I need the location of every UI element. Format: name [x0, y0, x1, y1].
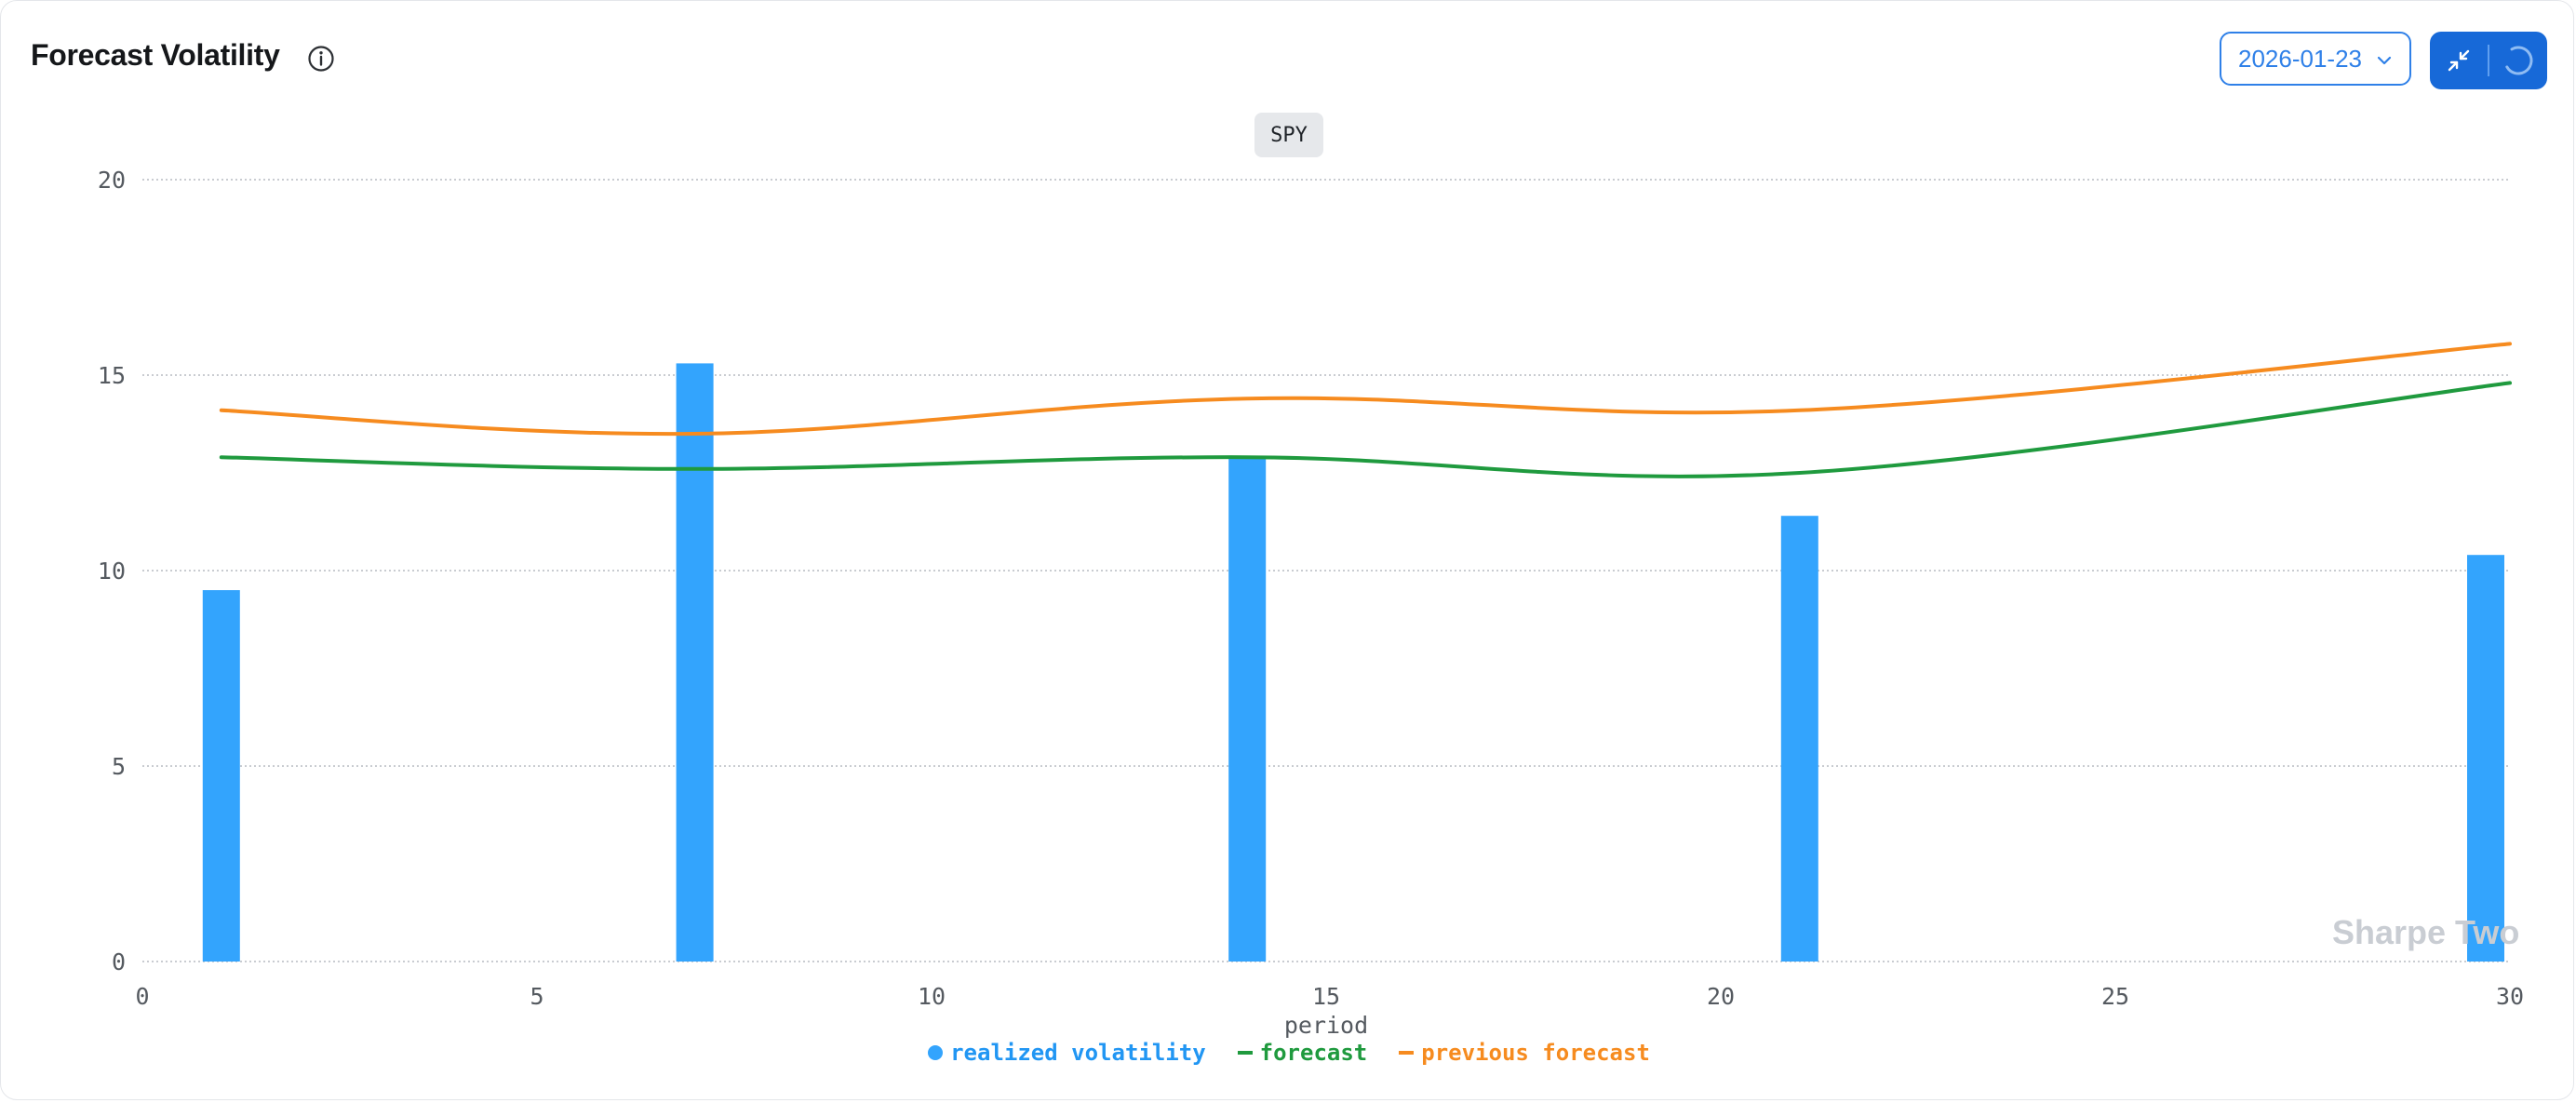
legend-marker-realized [928, 1045, 944, 1060]
chevron-down-icon [2377, 56, 2392, 65]
x-tick-label: 20 [1707, 983, 1735, 1010]
info-icon[interactable] [307, 45, 335, 73]
legend-marker-previous [1399, 1051, 1415, 1055]
x-tick-label: 15 [1312, 983, 1340, 1010]
actions-divider [2488, 45, 2489, 76]
x-tick-label: 30 [2496, 983, 2524, 1010]
previous-forecast-line [219, 342, 2512, 437]
bar [676, 363, 714, 962]
x-tick-label: 10 [918, 983, 946, 1010]
y-tick-label: 20 [98, 167, 126, 194]
bar [202, 590, 240, 962]
refresh-button[interactable] [2489, 32, 2547, 89]
spinner-icon [2503, 46, 2533, 75]
date-select-value: 2026-01-23 [2238, 44, 2362, 73]
y-tick-label: 5 [112, 753, 126, 780]
x-axis-label: period [1284, 1012, 1368, 1039]
bar [1228, 457, 1267, 962]
legend-item-realized[interactable]: realized volatility [928, 1040, 1206, 1066]
page-title: Forecast Volatility [31, 38, 280, 72]
forecast-line [219, 381, 2512, 478]
bar [1780, 516, 1818, 962]
legend-label-previous: previous forecast [1421, 1040, 1650, 1066]
collapse-icon [2448, 49, 2470, 72]
y-tick-label: 10 [98, 558, 126, 585]
legend-label-realized: realized volatility [950, 1040, 1206, 1066]
y-tick-label: 15 [98, 362, 126, 389]
x-tick-label: 25 [2101, 983, 2129, 1010]
legend-item-previous[interactable]: previous forecast [1399, 1040, 1650, 1066]
chart-actions [2430, 32, 2547, 89]
legend-item-forecast[interactable]: forecast [1237, 1040, 1368, 1066]
bar [2467, 555, 2504, 962]
y-tick-label: 0 [112, 948, 126, 975]
legend-label-forecast: forecast [1259, 1040, 1368, 1066]
collapse-button[interactable] [2430, 32, 2488, 89]
chart-legend: realized volatility forecast previous fo… [1, 1040, 2576, 1066]
date-select[interactable]: 2026-01-23 [2220, 32, 2411, 86]
x-tick-label: 5 [530, 983, 543, 1010]
watermark-logo: Sharpe Two [2332, 913, 2520, 951]
legend-marker-forecast [1237, 1051, 1253, 1055]
x-tick-label: 0 [135, 983, 149, 1010]
series-label: SPY [1254, 113, 1323, 157]
